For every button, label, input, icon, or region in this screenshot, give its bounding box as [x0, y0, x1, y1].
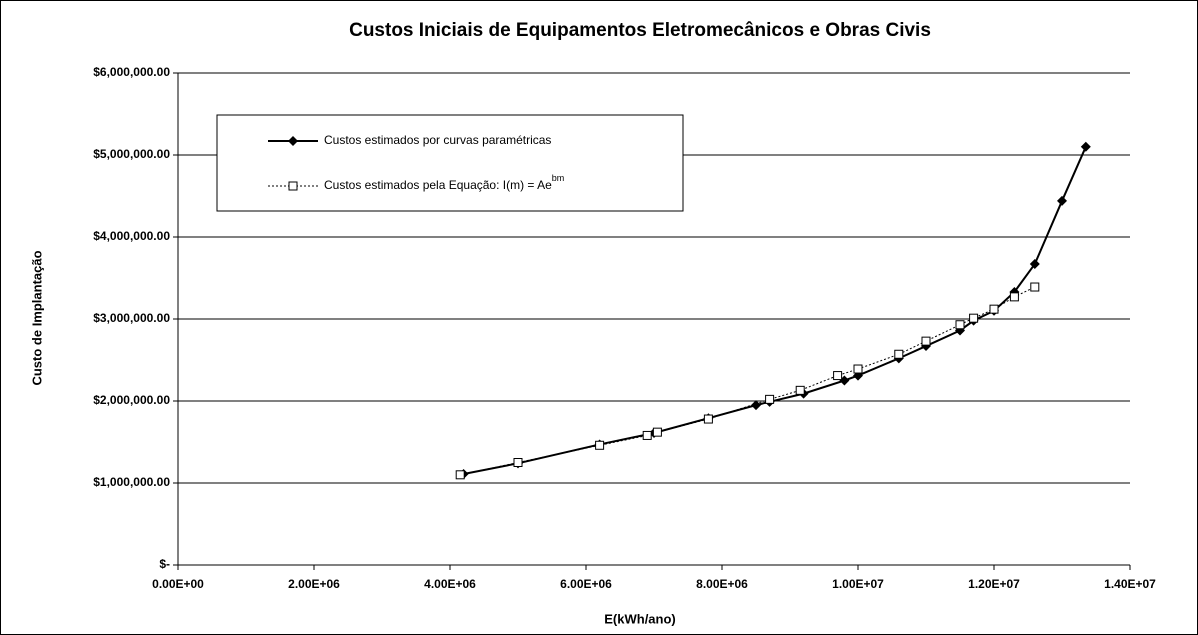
x-tick-label: 1.00E+07: [832, 577, 884, 591]
data-point: [1029, 259, 1040, 270]
legend-marker: [288, 136, 298, 146]
data-point: [833, 371, 843, 381]
x-tick-label: 6.00E+06: [560, 577, 612, 591]
legend-superscript: bm: [552, 173, 565, 183]
data-point: [765, 394, 775, 404]
x-tick-label: 0.00E+00: [152, 577, 204, 591]
y-tick-label: $-: [159, 557, 170, 571]
data-point: [513, 458, 523, 467]
y-tick-label: $3,000,000.00: [93, 311, 170, 325]
x-tick-label: 2.00E+06: [288, 577, 340, 591]
chart-title: Custos Iniciais de Equipamentos Eletrome…: [349, 20, 931, 41]
data-point: [853, 364, 863, 374]
legend-text: Custos estimados pela Equação: I(m) = Ae: [324, 178, 552, 192]
legend-label: Custos estimados pela Equação: I(m) = Ae…: [324, 173, 564, 192]
y-tick-label: $6,000,000.00: [93, 65, 170, 79]
data-point: [795, 385, 805, 395]
data-point: [921, 336, 931, 346]
data-point: [703, 414, 713, 424]
y-tick-label: $5,000,000.00: [93, 147, 170, 161]
y-tick-label: $4,000,000.00: [93, 229, 170, 243]
data-point: [955, 320, 965, 330]
data-point: [989, 304, 999, 314]
data-point: [1030, 282, 1040, 292]
data-point: [595, 440, 605, 450]
data-point: [751, 400, 761, 411]
data-point: [1080, 141, 1091, 152]
data-point: [1057, 195, 1067, 206]
data-point: [894, 349, 904, 359]
y-axis-label: Custo de Implantação: [29, 250, 44, 385]
y-tick-label: $2,000,000.00: [93, 393, 170, 407]
legend-box: [216, 114, 684, 212]
x-tick-label: 4.00E+06: [424, 577, 476, 591]
data-point: [969, 313, 979, 323]
y-tick-label: $1,000,000.00: [93, 475, 170, 489]
data-point: [1009, 292, 1019, 302]
x-tick-label: 1.40E+07: [1104, 577, 1156, 591]
legend-marker: [288, 181, 298, 191]
data-point: [455, 470, 465, 480]
data-point: [652, 427, 662, 437]
legend-text: Custos estimados por curvas paramétricas: [324, 133, 551, 147]
x-tick-label: 1.20E+07: [968, 577, 1020, 591]
x-tick-label: 8.00E+06: [696, 577, 748, 591]
data-point: [642, 430, 652, 440]
legend-label: Custos estimados por curvas paramétricas: [324, 133, 551, 147]
x-axis-label: E(kWh/ano): [604, 611, 676, 626]
